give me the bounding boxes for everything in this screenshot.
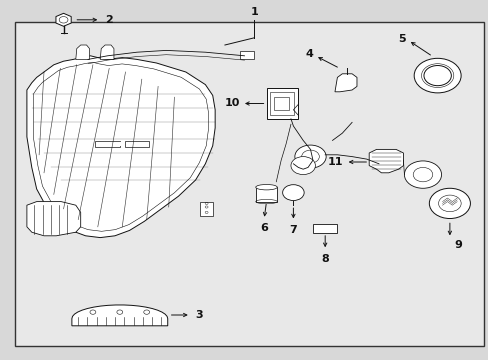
- Bar: [266, 88, 298, 119]
- Polygon shape: [27, 56, 215, 238]
- Bar: [255, 187, 277, 202]
- Bar: [312, 224, 337, 233]
- Text: 2: 2: [105, 15, 113, 25]
- Text: 10: 10: [224, 99, 239, 108]
- Bar: [270, 92, 294, 115]
- Text: 8: 8: [321, 254, 328, 264]
- Text: 5: 5: [397, 33, 405, 44]
- Polygon shape: [56, 13, 71, 26]
- Circle shape: [117, 310, 122, 314]
- Circle shape: [90, 310, 96, 314]
- Polygon shape: [72, 305, 167, 326]
- Polygon shape: [368, 149, 403, 173]
- Bar: [273, 97, 288, 110]
- Text: 4: 4: [305, 49, 312, 59]
- Circle shape: [428, 188, 469, 219]
- Polygon shape: [27, 202, 81, 236]
- Text: 3: 3: [195, 310, 203, 320]
- Circle shape: [404, 161, 441, 188]
- Bar: [120, 142, 124, 146]
- Circle shape: [143, 310, 149, 314]
- Polygon shape: [124, 141, 149, 147]
- Text: 11: 11: [327, 157, 343, 167]
- Text: 1: 1: [250, 7, 258, 17]
- Polygon shape: [95, 141, 120, 147]
- Circle shape: [282, 185, 304, 201]
- Polygon shape: [100, 45, 114, 59]
- Text: 7: 7: [289, 225, 297, 235]
- Circle shape: [290, 157, 315, 175]
- Circle shape: [294, 145, 325, 168]
- Bar: [239, 51, 254, 59]
- Text: 9: 9: [454, 240, 462, 250]
- Polygon shape: [334, 74, 356, 92]
- Bar: [200, 202, 212, 216]
- Text: 6: 6: [260, 223, 267, 233]
- Circle shape: [413, 58, 460, 93]
- Ellipse shape: [255, 184, 277, 190]
- Polygon shape: [76, 45, 89, 59]
